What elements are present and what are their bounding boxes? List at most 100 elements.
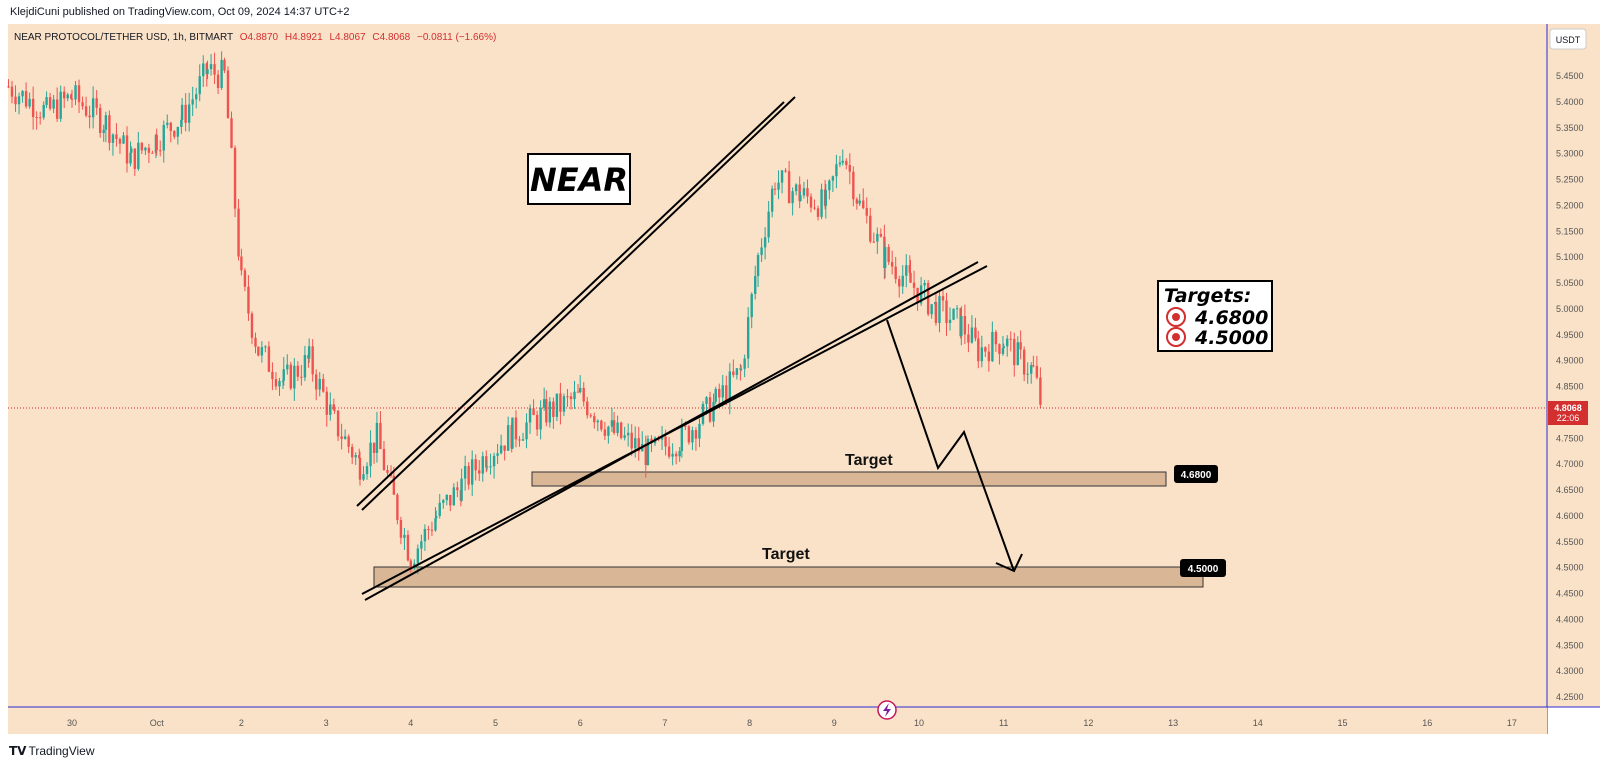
symbol-legend[interactable]: NEAR PROTOCOL/TETHER USD, 1h, BITMART O4… bbox=[14, 32, 496, 43]
candle bbox=[525, 413, 528, 449]
candle bbox=[952, 308, 955, 321]
time-axis-panel[interactable] bbox=[8, 707, 1547, 734]
price-axis-ticks: 5.4500 5.4000 5.3500 5.3000 5.2500 5.2000 5.15… bbox=[1556, 71, 1584, 702]
candle bbox=[492, 452, 496, 479]
candle bbox=[111, 133, 115, 156]
tradingview-logo[interactable]: TV TradingView bbox=[9, 744, 95, 758]
candle bbox=[162, 120, 165, 163]
time-tick-label: 8 bbox=[747, 718, 752, 728]
candle bbox=[159, 140, 162, 157]
targets-box[interactable]: Targets: 4.6800 4.5000 bbox=[1157, 280, 1273, 352]
candle bbox=[250, 311, 254, 345]
candle bbox=[264, 345, 267, 353]
candle bbox=[406, 530, 410, 562]
price-tick-label: 5.2500 bbox=[1556, 175, 1584, 185]
candle bbox=[303, 345, 307, 382]
candle bbox=[806, 179, 809, 204]
candle bbox=[88, 105, 91, 129]
zone-price-tag-2[interactable]: 4.5000 bbox=[1180, 559, 1226, 577]
candle bbox=[205, 62, 208, 87]
time-tick-label: 15 bbox=[1337, 718, 1347, 728]
candle bbox=[955, 305, 959, 319]
candle bbox=[140, 142, 144, 154]
zone-price-tag-2-text: 4.5000 bbox=[1188, 564, 1219, 575]
candle bbox=[506, 416, 510, 451]
candle bbox=[984, 346, 987, 358]
candle bbox=[579, 375, 582, 394]
candle bbox=[55, 87, 59, 122]
candles bbox=[7, 51, 1042, 575]
svg-text:NEAR PROTOCOL/TETHER USD, 1h,: NEAR PROTOCOL/TETHER USD, 1h, BITMART O4… bbox=[14, 32, 496, 43]
candle bbox=[289, 361, 292, 391]
candle bbox=[872, 232, 876, 244]
candle bbox=[869, 207, 872, 244]
candle bbox=[296, 361, 300, 381]
candle bbox=[926, 280, 930, 317]
legend-symbol: NEAR PROTOCOL/TETHER USD, 1h, BITMART bbox=[14, 32, 233, 43]
time-tick-label: 16 bbox=[1422, 718, 1432, 728]
price-axis-panel[interactable] bbox=[1547, 24, 1600, 707]
candle bbox=[573, 380, 576, 409]
candle bbox=[274, 372, 278, 391]
candle bbox=[496, 443, 499, 465]
currency-label: USDT bbox=[1556, 35, 1581, 45]
candle bbox=[963, 304, 967, 345]
footer: TV TradingView bbox=[0, 734, 1600, 777]
candle bbox=[452, 483, 456, 506]
legend-close: C4.8068 bbox=[372, 32, 410, 43]
price-tick-label: 5.3500 bbox=[1556, 123, 1584, 133]
wedge-lower-trendline[interactable] bbox=[361, 261, 988, 601]
candle bbox=[416, 544, 420, 575]
time-tick-label: 12 bbox=[1083, 718, 1093, 728]
candle bbox=[646, 435, 650, 466]
candle bbox=[499, 434, 503, 455]
candle bbox=[332, 398, 336, 411]
candle bbox=[930, 304, 933, 319]
wedge-upper-trendline[interactable] bbox=[356, 96, 796, 511]
candle bbox=[35, 111, 38, 130]
targets-item-1: 4.6800 bbox=[1194, 307, 1268, 329]
candle bbox=[307, 338, 311, 363]
candle bbox=[125, 126, 129, 173]
lightning-icon[interactable] bbox=[877, 700, 897, 720]
candle bbox=[862, 188, 865, 210]
candle bbox=[329, 392, 332, 421]
candle bbox=[619, 421, 623, 440]
candle bbox=[545, 390, 548, 427]
time-tick-label: 9 bbox=[832, 718, 837, 728]
candle bbox=[365, 462, 369, 480]
candle bbox=[187, 92, 191, 132]
candle bbox=[760, 238, 763, 262]
candle bbox=[420, 534, 423, 561]
candle bbox=[118, 137, 122, 154]
candle bbox=[325, 386, 328, 427]
candle bbox=[24, 82, 28, 109]
candle bbox=[147, 143, 151, 164]
candle bbox=[286, 354, 289, 375]
candle bbox=[539, 400, 542, 440]
candle bbox=[612, 412, 616, 435]
candle bbox=[548, 397, 552, 428]
candle bbox=[180, 97, 184, 126]
candle bbox=[816, 205, 820, 221]
price-tick-label: 5.2000 bbox=[1556, 200, 1584, 210]
zone-price-tag-1[interactable]: 4.6800 bbox=[1174, 465, 1218, 483]
time-axis-ticks: 30 Oct 2 3 4 5 6 7 8 9 10 11 12 13 14 15 16 17 bbox=[67, 718, 1517, 728]
candle bbox=[865, 197, 868, 224]
candle bbox=[1039, 367, 1042, 409]
zone-price-tag-1-text: 4.6800 bbox=[1181, 470, 1212, 481]
candle bbox=[773, 182, 777, 195]
target-zone-1[interactable] bbox=[531, 471, 1167, 487]
candle bbox=[237, 199, 240, 261]
candle bbox=[358, 451, 362, 486]
candle bbox=[260, 341, 264, 363]
time-tick-label: 11 bbox=[999, 718, 1008, 728]
candle bbox=[750, 292, 753, 329]
target-zone-2[interactable] bbox=[373, 566, 1204, 588]
projection-arrow[interactable] bbox=[886, 319, 1023, 573]
candle bbox=[987, 344, 991, 372]
candle bbox=[980, 335, 984, 368]
near-title-box[interactable]: NEAR bbox=[527, 153, 631, 205]
currency-button[interactable]: USDT bbox=[1549, 28, 1587, 50]
